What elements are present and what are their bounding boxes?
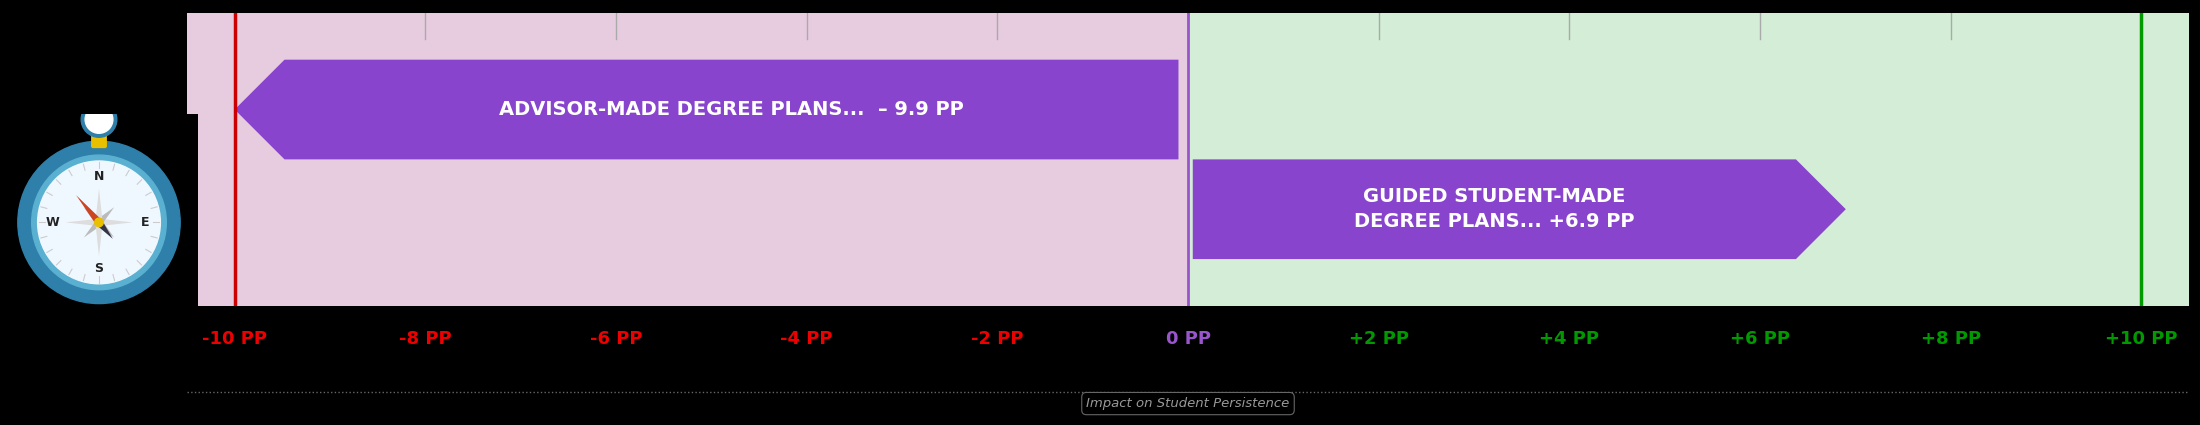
Text: +6 PP: +6 PP — [1729, 330, 1791, 348]
Bar — [187, 13, 1188, 306]
Bar — [1188, 13, 2189, 306]
Polygon shape — [77, 195, 101, 225]
Text: -8 PP: -8 PP — [398, 330, 451, 348]
Text: +2 PP: +2 PP — [1349, 330, 1408, 348]
Polygon shape — [235, 60, 1179, 159]
Text: -4 PP: -4 PP — [781, 330, 834, 348]
Polygon shape — [66, 219, 106, 226]
Circle shape — [86, 105, 112, 133]
Circle shape — [31, 155, 167, 290]
Text: +8 PP: +8 PP — [1921, 330, 1980, 348]
Polygon shape — [1192, 159, 1846, 259]
Text: -2 PP: -2 PP — [970, 330, 1023, 348]
Circle shape — [81, 102, 117, 137]
Polygon shape — [95, 218, 114, 238]
FancyBboxPatch shape — [90, 122, 108, 148]
Circle shape — [37, 161, 161, 284]
Polygon shape — [92, 219, 132, 226]
Polygon shape — [84, 218, 103, 238]
Polygon shape — [95, 207, 114, 227]
Polygon shape — [84, 207, 103, 227]
Circle shape — [95, 218, 103, 227]
Text: -6 PP: -6 PP — [590, 330, 642, 348]
Text: N: N — [95, 170, 103, 183]
Text: Impact on Student Persistence: Impact on Student Persistence — [1087, 397, 1289, 410]
Text: ADVISOR-MADE DEGREE PLANS...  – 9.9 PP: ADVISOR-MADE DEGREE PLANS... – 9.9 PP — [499, 100, 964, 119]
Text: GUIDED STUDENT-MADE
DEGREE PLANS... +6.9 PP: GUIDED STUDENT-MADE DEGREE PLANS... +6.9… — [1355, 187, 1635, 231]
Text: 0 PP: 0 PP — [1166, 330, 1210, 348]
Text: S: S — [95, 262, 103, 275]
Polygon shape — [95, 216, 103, 256]
Text: W: W — [46, 216, 59, 229]
Bar — [1188, 13, 2189, 306]
Polygon shape — [95, 189, 103, 229]
Text: +4 PP: +4 PP — [1540, 330, 1599, 348]
Polygon shape — [97, 220, 112, 239]
Circle shape — [18, 141, 180, 303]
Text: -10 PP: -10 PP — [202, 330, 266, 348]
Text: +10 PP: +10 PP — [2105, 330, 2178, 348]
Text: E: E — [141, 216, 150, 229]
